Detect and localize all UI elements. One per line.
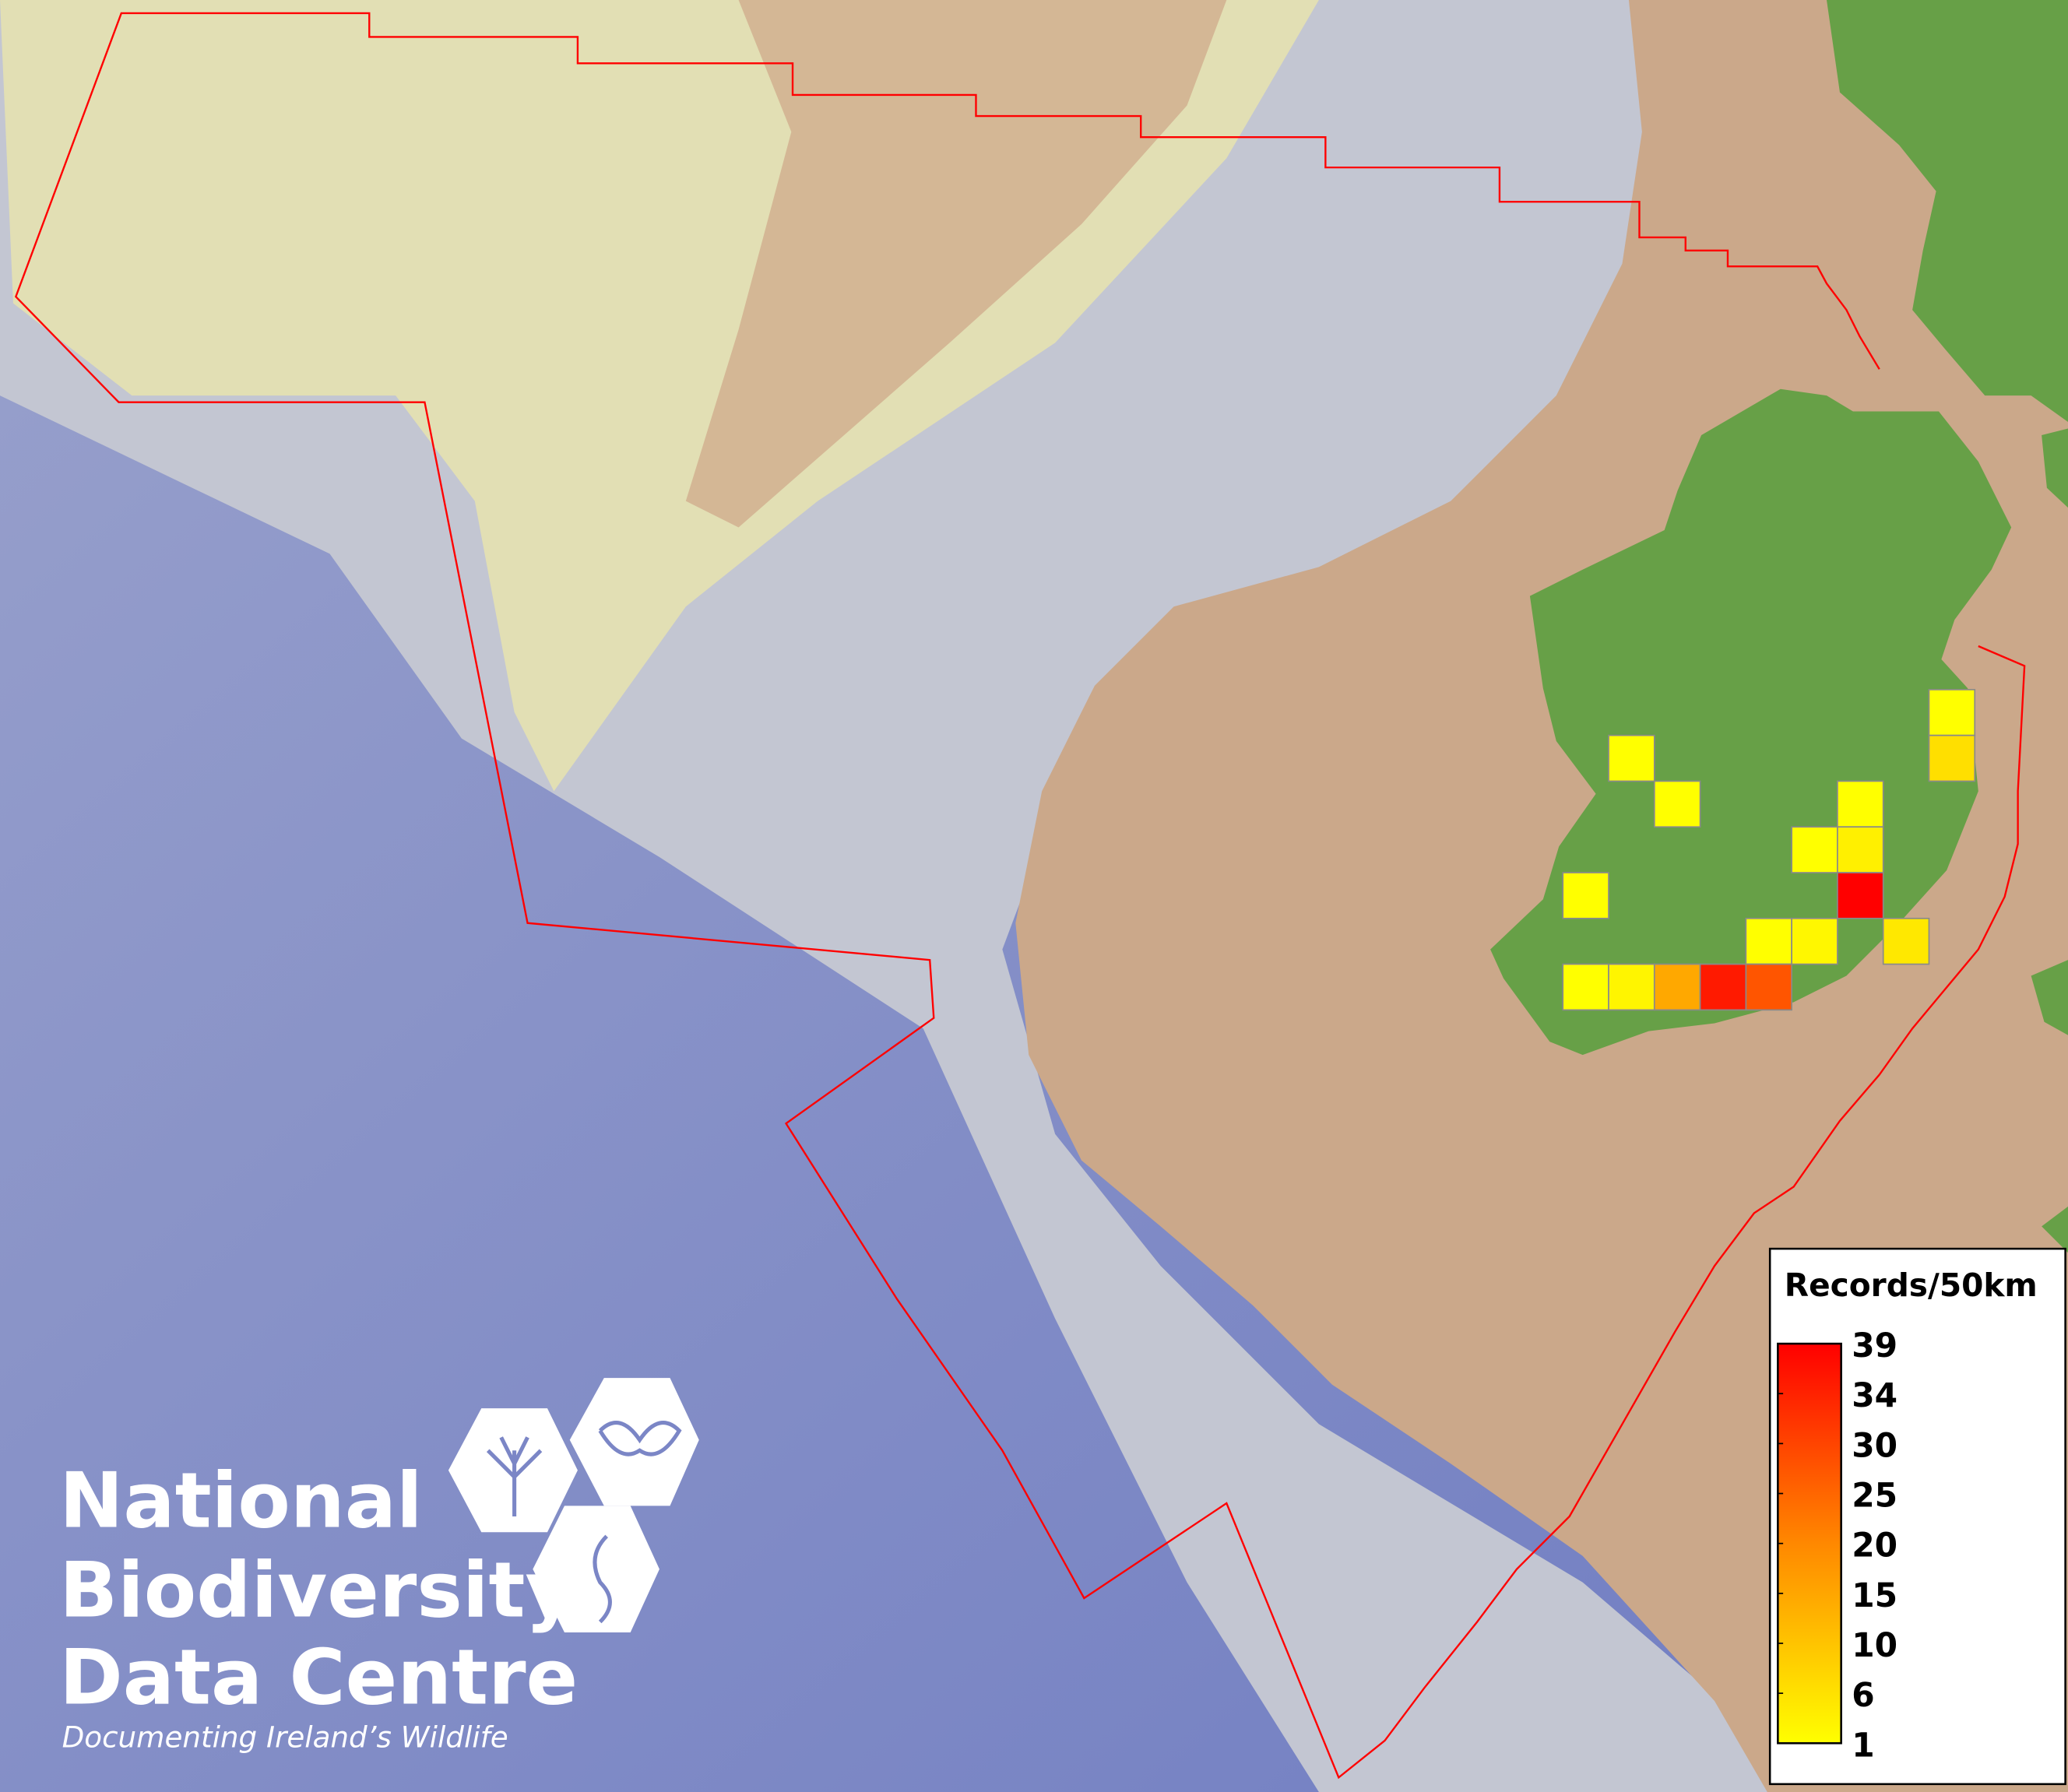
record-cell: [1562, 872, 1609, 919]
legend-tick-label: 30: [1852, 1426, 1897, 1464]
land-east-3: [2042, 1206, 2068, 1253]
record-cells: [1562, 689, 1976, 1011]
record-cell: [1837, 780, 1884, 828]
legend-colorbar: [1777, 1342, 1842, 1745]
legend-tick-label: 6: [1852, 1676, 1874, 1714]
logo-tagline: Documenting Ireland’s Wildlife: [62, 1720, 508, 1754]
record-cell: [1928, 734, 1976, 782]
land-britain: [1827, 0, 2068, 423]
legend-tick-label: 1: [1852, 1726, 1874, 1764]
record-cell: [1653, 963, 1701, 1011]
legend-tick-label: 15: [1852, 1576, 1897, 1615]
logo-line-3: Data Centre: [59, 1634, 578, 1723]
butterfly-icon: [569, 1378, 699, 1506]
record-cell: [1791, 826, 1838, 873]
legend: Records/50km 39 34 30 25 20 15 10 6 1: [1768, 1247, 2066, 1786]
record-cell: [1562, 963, 1609, 1011]
legend-tick-label: 25: [1852, 1476, 1897, 1514]
record-cell: [1928, 689, 1976, 736]
record-cell: [1745, 963, 1792, 1011]
boundary-line: [14, 12, 2026, 1780]
nbdc-logo: National Biodiversity Data Centre Docume…: [59, 1378, 699, 1754]
land-east-2: [2031, 960, 2068, 1035]
legend-tick-label: 10: [1852, 1626, 1897, 1664]
record-cell: [1745, 917, 1792, 965]
land-east-1: [2042, 428, 2068, 508]
record-cell: [1837, 872, 1884, 919]
legend-tick-label: 34: [1852, 1376, 1897, 1414]
logo-line-2: Biodiversity: [59, 1547, 575, 1636]
record-cell: [1608, 734, 1655, 782]
record-cell: [1791, 917, 1838, 965]
record-cell: [1882, 917, 1930, 965]
legend-tick-label: 39: [1852, 1326, 1897, 1365]
record-cell: [1699, 963, 1747, 1011]
record-cell: [1608, 963, 1655, 1011]
logo-line-1: National: [59, 1457, 423, 1546]
legend-title: Records/50km: [1785, 1267, 2038, 1304]
record-cell: [1837, 826, 1884, 873]
shelf-brown-north: [685, 0, 1227, 528]
legend-tick-label: 20: [1852, 1527, 1897, 1565]
record-cell: [1653, 780, 1701, 828]
